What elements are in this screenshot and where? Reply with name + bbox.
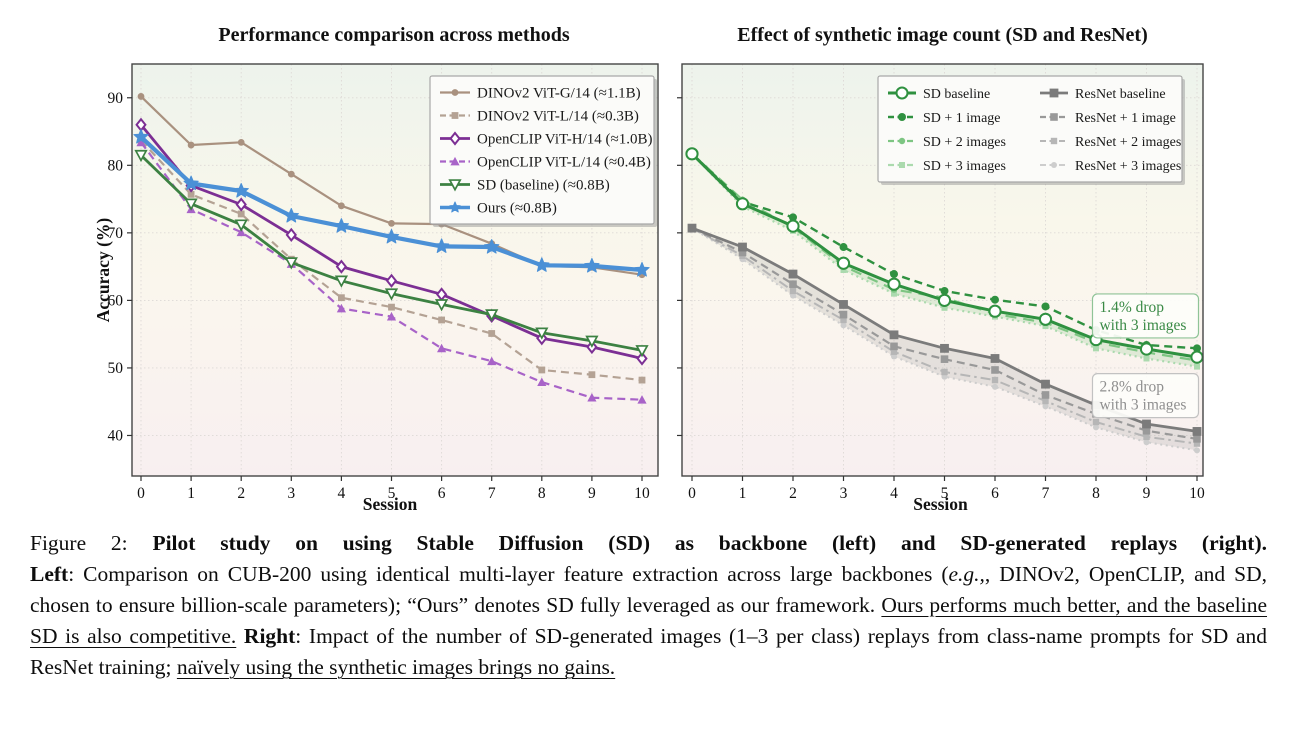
- x-tick-label: 0: [137, 485, 145, 502]
- x-tick-label: 4: [890, 485, 898, 502]
- figure-caption: Figure 2: Pilot study on using Stable Di…: [30, 528, 1267, 683]
- svg-text:with 3 images: with 3 images: [1099, 317, 1186, 334]
- y-tick-label: 50: [108, 360, 124, 377]
- caption-run: Pilot study on using Stable Diffusion (S…: [152, 531, 1267, 555]
- series-ours-0-8b: [133, 128, 650, 277]
- series-sd-baseline-0-8b: [134, 149, 649, 358]
- x-tick-label: 5: [388, 485, 396, 502]
- y-tick-label: 40: [108, 427, 124, 444]
- performance-comparison-svg: 0 1 2 3 4 5 6 7 8 9 10 40 50 60 70 80 90 DINOv2 ViT-G/14 …: [108, 63, 659, 502]
- legend-label: DINOv2 ViT-G/14 (≈1.1B): [477, 86, 641, 102]
- caption-run: [236, 624, 244, 648]
- x-tick-label: 1: [187, 485, 195, 502]
- legend: DINOv2 ViT-G/14 (≈1.1B) DINOv2 ViT-L/14 (…: [429, 75, 657, 227]
- caption-run: : Impact of the number of SD-generated i…: [30, 624, 1268, 679]
- y-axis-label: Accuracy (%): [93, 217, 113, 323]
- axes: 0 1 2 3 4 5 6 7 8 9 10: [677, 97, 1205, 502]
- x-tick-label: 5: [941, 485, 949, 502]
- legend-label: DINOv2 ViT-L/14 (≈0.3B): [477, 109, 639, 125]
- synthetic-image-count-svg: 0 1 2 3 4 5 6 7 8 9 10 SD baseline SD + 1 image SD + …: [677, 63, 1205, 502]
- legend-label: ResNet + 1 image: [1075, 111, 1176, 126]
- legend-label: Ours (≈0.8B): [477, 201, 557, 217]
- caption-run: : Comparison on CUB-200 using identical …: [68, 562, 949, 586]
- plot-border: [131, 63, 659, 477]
- legend: SD baseline SD + 1 image SD + 2 images SD +…: [877, 75, 1185, 185]
- series-sd-baseline: [685, 147, 1204, 364]
- x-tick-label: 9: [588, 485, 596, 502]
- x-tick-label: 0: [688, 485, 696, 502]
- legend-label: ResNet + 2 images: [1075, 135, 1181, 150]
- svg-text:1.4% drop: 1.4% drop: [1099, 299, 1164, 316]
- x-tick-label: 3: [287, 485, 295, 502]
- left-chart-title: Performance comparison across methods: [218, 24, 570, 46]
- x-tick-label: 4: [338, 485, 346, 502]
- y-tick-label: 70: [108, 225, 124, 242]
- caption-run: naïvely using the synthetic images bring…: [176, 655, 616, 679]
- x-tick-label: 2: [789, 485, 797, 502]
- x-axis-label-right: Session: [913, 494, 968, 514]
- x-tick-label: 10: [1189, 485, 1205, 502]
- y-tick-label: 80: [108, 157, 124, 174]
- x-tick-label: 10: [634, 485, 650, 502]
- x-tick-label: 7: [488, 485, 496, 502]
- legend-label: ResNet + 3 images: [1075, 159, 1181, 174]
- y-tick-label: 90: [108, 90, 124, 107]
- svg-text:with 3 images: with 3 images: [1099, 397, 1186, 414]
- caption-block: Left: Comparison on CUB-200 using identi…: [30, 559, 1267, 683]
- left-chart: 0 1 2 3 4 5 6 7 8 9 10 40 50 60 70 80 90 DINOv2 ViT-G/14 …: [28, 6, 668, 531]
- legend-label: SD + 2 images: [923, 135, 1006, 150]
- x-tick-label: 6: [438, 485, 446, 502]
- legend-label: SD (baseline) (≈0.8B): [477, 178, 610, 194]
- plot-border: [681, 63, 1204, 477]
- x-tick-label: 1: [739, 485, 747, 502]
- caption-block: Figure 2: Pilot study on using Stable Di…: [30, 528, 1267, 559]
- x-tick-label: 8: [538, 485, 546, 502]
- legend-label: SD + 1 image: [923, 111, 1001, 126]
- axes: 0 1 2 3 4 5 6 7 8 9 10 40 50 60 70 80 90: [108, 90, 651, 502]
- caption-run: Right: [243, 624, 296, 648]
- legend-label: OpenCLIP ViT-H/14 (≈1.0B): [477, 132, 653, 148]
- x-axis-label-left: Session: [362, 494, 418, 514]
- caption-run: e.g.,: [948, 562, 985, 586]
- x-tick-label: 2: [237, 485, 245, 502]
- caption-run: Left: [30, 562, 69, 586]
- x-tick-label: 8: [1092, 485, 1100, 502]
- legend-label: SD baseline: [923, 87, 990, 102]
- series-dinov2-vit-l-14-0-3b: [137, 136, 646, 384]
- legend-label: SD + 3 images: [923, 159, 1006, 174]
- series-resnet-3-images: [689, 225, 1200, 454]
- right-chart-title: Effect of synthetic image count (SD and …: [737, 24, 1148, 46]
- legend-label: OpenCLIP ViT-L/14 (≈0.4B): [477, 155, 651, 171]
- caption-run: , DINOv2, OpenCLIP, and SD, chosen to en…: [30, 562, 1267, 617]
- legend-label: ResNet baseline: [1075, 87, 1166, 102]
- x-tick-label: 6: [991, 485, 999, 502]
- caption-run: Ours performs much better, and the basel…: [30, 593, 1268, 648]
- right-chart: 0 1 2 3 4 5 6 7 8 9 10 SD baseline SD + 1 image SD + …: [660, 6, 1240, 531]
- y-tick-label: 60: [108, 292, 124, 309]
- x-tick-label: 7: [1042, 485, 1050, 502]
- x-tick-label: 3: [840, 485, 848, 502]
- x-tick-label: 9: [1143, 485, 1151, 502]
- caption-run: Figure 2:: [30, 531, 153, 555]
- svg-text:2.8% drop: 2.8% drop: [1099, 379, 1164, 396]
